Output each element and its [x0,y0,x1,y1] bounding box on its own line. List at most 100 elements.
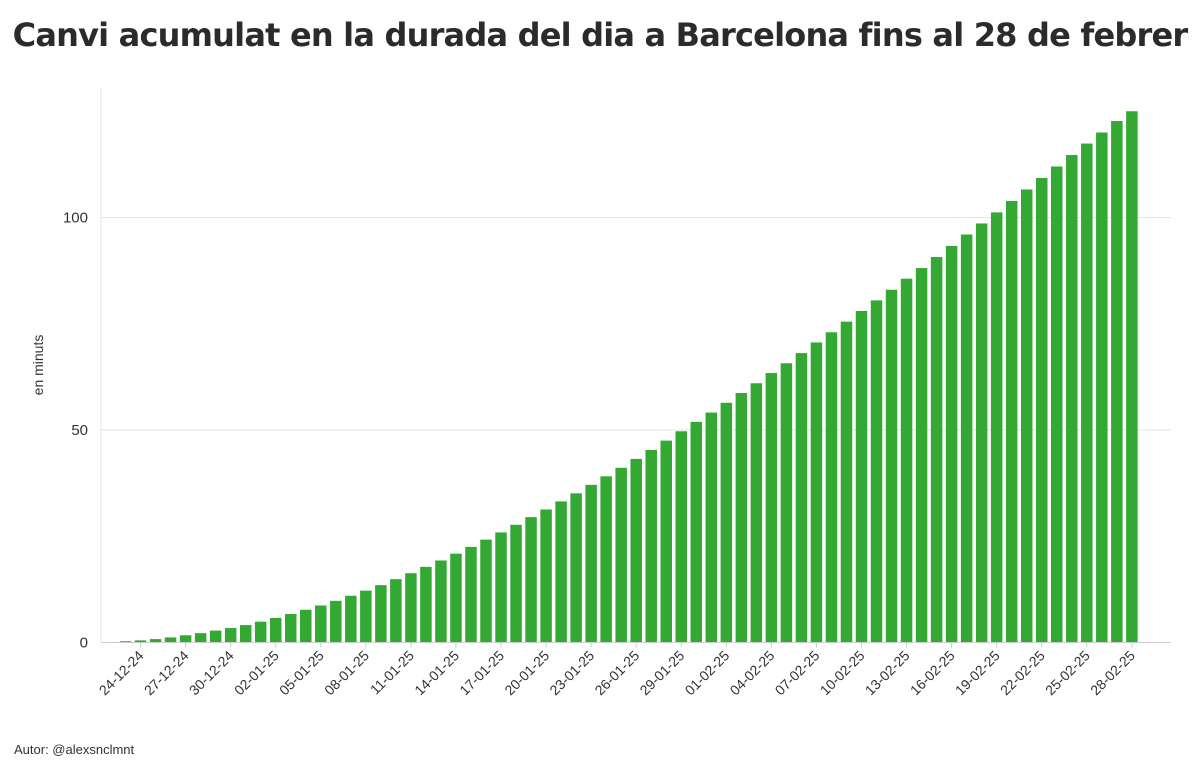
bar-28-02-25 [1126,111,1138,643]
x-tick-label-30-12-24: 30-12-24 [186,647,237,698]
bar-07-01-25 [345,595,357,643]
x-tick-label-07-02-25: 07-02-25 [772,647,823,698]
bar-23-12-24 [119,641,132,643]
x-tick-label-11-01-25: 11-01-25 [367,647,417,697]
bar-17-02-25 [960,234,973,643]
bar-06-01-25 [330,600,342,643]
bar-31-01-25 [705,412,718,643]
bar-02-02-25 [735,393,748,643]
bar-01-01-25 [254,621,267,643]
bar-07-02-25 [810,342,823,643]
bar-09-01-25 [375,585,387,643]
bar-19-02-25 [990,212,1003,643]
x-tick-label-24-12-24: 24-12-24 [96,647,147,698]
y-tick-label-0: 0 [80,635,88,652]
bar-27-12-24 [179,635,192,643]
bar-27-01-25 [645,449,657,643]
bar-15-02-25 [930,257,943,643]
bar-23-01-25 [585,484,597,643]
bar-12-01-25 [420,566,432,643]
bar-13-01-25 [435,560,447,643]
x-tick-label-02-01-25: 02-01-25 [231,647,282,698]
x-tick-label-26-01-25: 26-01-25 [591,647,642,698]
x-tick-label-27-12-24: 27-12-24 [141,647,192,698]
bar-03-02-25 [750,383,763,643]
bar-29-12-24 [209,630,222,643]
x-tick-label-23-01-25: 23-01-25 [546,647,597,698]
bar-21-01-25 [555,501,567,643]
x-tick-label-10-02-25: 10-02-25 [817,647,868,698]
bar-31-12-24 [239,625,252,643]
bar-03-01-25 [284,614,297,643]
y-tick-label-100: 100 [63,210,88,227]
bar-06-02-25 [795,353,808,643]
bar-04-01-25 [300,609,312,643]
y-tick-labels: 0 50 100 [63,210,88,652]
bar-18-01-25 [510,524,522,643]
bar-18-02-25 [975,223,988,643]
bar-10-01-25 [390,579,402,643]
bar-05-01-25 [315,605,327,643]
x-tick-label-13-02-25: 13-02-25 [862,647,913,698]
bar-20-01-25 [540,509,552,643]
bar-12-02-25 [885,289,898,643]
bar-01-02-25 [720,402,733,643]
bar-22-02-25 [1035,177,1048,643]
bar-20-02-25 [1005,200,1018,643]
bar-28-01-25 [660,440,672,643]
x-tick-label-04-02-25: 04-02-25 [727,647,778,698]
x-tick-label-14-01-25: 14-01-25 [411,647,462,698]
bars [119,111,1138,643]
bar-13-02-25 [900,278,913,643]
x-tick-label-16-02-25: 16-02-25 [907,647,958,698]
x-tick-label-05-01-25: 05-01-25 [276,647,327,698]
bar-22-01-25 [570,493,582,643]
x-tick-label-08-01-25: 08-01-25 [321,647,372,698]
bar-25-02-25 [1081,143,1093,643]
x-tick-label-19-02-25: 19-02-25 [952,647,1003,698]
bar-14-01-25 [450,553,462,643]
x-tick-label-22-02-25: 22-02-25 [997,647,1048,698]
y-axis-title: en minuts [30,335,46,396]
bar-23-02-25 [1051,166,1063,643]
x-tick-label-20-01-25: 20-01-25 [501,647,552,698]
bar-24-12-24 [134,640,147,643]
bar-28-12-24 [194,633,207,643]
bar-14-02-25 [915,268,928,643]
bar-04-02-25 [765,373,778,643]
bar-30-12-24 [224,628,237,643]
bar-10-02-25 [855,311,868,643]
bar-24-01-25 [600,476,612,643]
bar-11-02-25 [870,300,883,643]
bar-26-02-25 [1096,132,1108,643]
author-credit: Autor: @alexsnclmnt [14,742,135,757]
x-tick-label-28-02-25: 28-02-25 [1087,647,1138,698]
bar-26-01-25 [630,458,642,643]
bar-09-02-25 [840,321,853,643]
bar-15-01-25 [465,546,477,643]
x-tick-label-25-02-25: 25-02-25 [1042,647,1093,698]
x-tick-labels: 24-12-2427-12-2430-12-2402-01-2505-01-25… [96,642,1138,698]
y-tick-label-50: 50 [71,422,88,439]
x-tick-label-29-01-25: 29-01-25 [636,647,687,698]
x-tick-label-17-01-25: 17-01-25 [456,647,507,698]
bar-25-12-24 [149,639,162,643]
bar-11-01-25 [405,573,417,643]
bar-21-02-25 [1020,189,1033,643]
bar-24-02-25 [1066,155,1078,643]
bar-30-01-25 [690,421,703,643]
bar-19-01-25 [525,517,537,643]
bar-08-01-25 [360,590,372,643]
bar-26-12-24 [164,637,177,643]
bar-27-02-25 [1111,121,1123,643]
bar-25-01-25 [615,467,627,643]
bar-29-01-25 [675,431,688,643]
x-tick-label-01-02-25: 01-02-25 [681,647,732,698]
bar-02-01-25 [269,617,282,643]
bar-16-02-25 [945,245,958,643]
bar-08-02-25 [825,332,838,643]
bar-17-01-25 [495,532,507,643]
bar-16-01-25 [480,539,492,643]
bar-05-02-25 [780,363,793,643]
